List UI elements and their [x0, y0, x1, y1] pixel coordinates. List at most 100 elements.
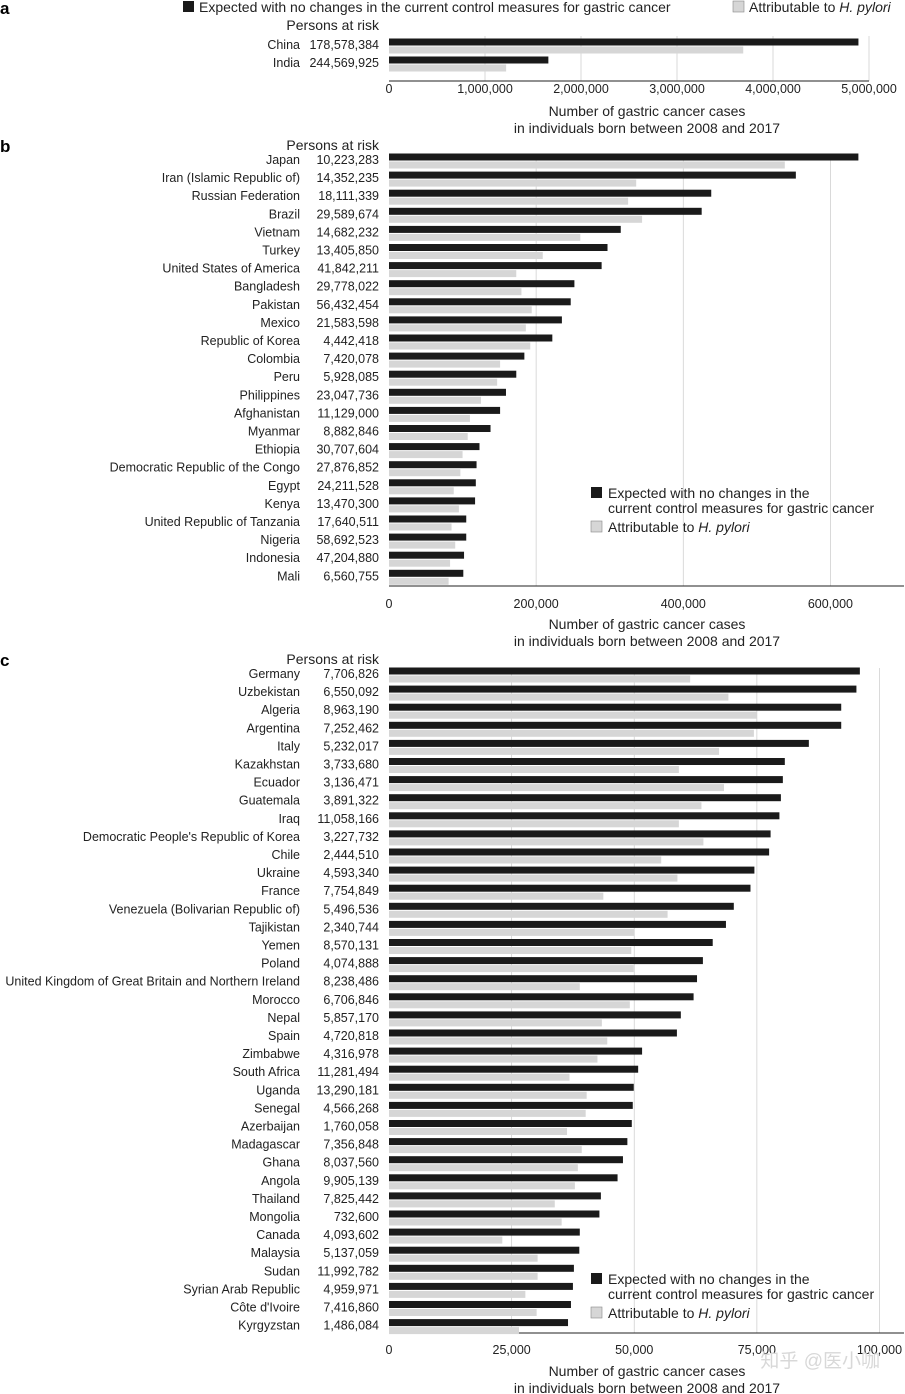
country-label: Mexico	[260, 316, 300, 330]
bar-expected	[389, 153, 859, 161]
persons-at-risk-value: 11,058,166	[317, 812, 379, 826]
bar-row-italy: Italy 5,232,017	[277, 739, 809, 755]
bar-expected	[389, 1083, 634, 1091]
persons-at-risk-value: 7,356,848	[323, 1138, 379, 1152]
bar-expected	[389, 352, 525, 360]
country-label: Ecuador	[253, 776, 300, 790]
bar-row-uzbekistan: Uzbekistan 6,550,092	[238, 685, 857, 701]
bar-row-iraq: Iraq 11,058,166	[278, 812, 780, 828]
country-label: Iran (Islamic Republic of)	[162, 171, 300, 185]
panel-a: a 0 1,000,000 2,000,000 3,000,000 4,000,000 5,…	[0, 0, 897, 136]
x-tick-label: 5,000,000	[841, 82, 897, 96]
bar-expected	[389, 1065, 639, 1073]
bar-expected	[389, 884, 751, 892]
country-label: Poland	[261, 957, 300, 971]
panel-b: b 0 200,000 400,000 600,000 Number of gastric…	[0, 137, 904, 649]
persons-at-risk-value: 17,640,511	[317, 515, 379, 529]
country-label: Thailand	[252, 1192, 300, 1206]
bar-row-iran-islamic-republic-of: Iran (Islamic Republic of) 14,352,235	[162, 171, 796, 187]
country-label: Indonesia	[246, 551, 300, 565]
country-label: Guatemala	[239, 794, 300, 808]
persons-at-risk-value: 4,593,340	[323, 866, 379, 880]
bar-hpylori	[389, 1236, 503, 1244]
bar-expected	[389, 189, 712, 197]
legend-label-hpylori-prefix: Attributable to	[608, 1305, 698, 1321]
bar-row-angola: Angola 9,905,139	[261, 1174, 618, 1190]
bar-hpylori	[389, 1109, 586, 1117]
country-label: Russian Federation	[192, 189, 300, 203]
x-axis-title-line2: in individuals born between 2008 and 201…	[514, 120, 780, 136]
bar-row-mexico: Mexico 21,583,598	[260, 316, 562, 332]
bar-hpylori	[389, 342, 531, 350]
bar-expected	[389, 406, 501, 414]
legend-label-expected: Expected with no changes in the current …	[199, 0, 671, 15]
bar-row-mali: Mali 6,560,755	[277, 569, 464, 585]
bar-hpylori	[389, 541, 456, 549]
country-label: Chile	[272, 848, 301, 862]
persons-at-risk-value: 4,442,418	[323, 334, 379, 348]
country-label: Kenya	[265, 497, 300, 511]
bar-row-nepal: Nepal 5,857,170	[267, 1011, 681, 1027]
country-label: Nepal	[267, 1011, 300, 1025]
persons-at-risk-value: 6,550,092	[323, 685, 379, 699]
bar-row-kenya: Kenya 13,470,300	[265, 497, 476, 513]
bar-expected	[389, 38, 859, 46]
bar-row-poland: Poland 4,074,888	[261, 957, 703, 973]
country-label: Spain	[268, 1029, 300, 1043]
bar-hpylori	[389, 892, 604, 900]
bar-row-japan: Japan 10,223,283	[266, 153, 859, 169]
bar-hpylori	[389, 1218, 562, 1226]
persons-at-risk-value: 4,566,268	[323, 1101, 379, 1115]
persons-at-risk-value: 7,420,078	[323, 352, 379, 366]
x-tick-label: 2,000,000	[553, 82, 609, 96]
bar-expected	[389, 830, 771, 838]
bar-expected	[389, 957, 703, 965]
bar-expected	[389, 479, 476, 487]
bar-hpylori	[389, 675, 691, 683]
bar-row-ghana: Ghana 8,037,560	[262, 1156, 623, 1172]
persons-at-risk-value: 5,928,085	[323, 370, 379, 384]
x-tick-label: 50,000	[615, 1343, 653, 1357]
persons-at-risk-value: 13,405,850	[316, 244, 379, 258]
bar-hpylori	[389, 729, 754, 737]
panel-letter-c: c	[0, 651, 9, 670]
bar-row-brazil: Brazil 29,589,674	[269, 207, 702, 223]
legend-label-hpylori: Attributable to H. pylori	[749, 0, 892, 15]
x-tick-label: 1,000,000	[457, 82, 513, 96]
bar-row-c-te-d-ivoire: Côte d'Ivoire 7,416,860	[230, 1301, 571, 1316]
persons-at-risk-value: 5,496,536	[323, 902, 379, 916]
persons-at-risk-value: 5,232,017	[323, 739, 379, 753]
bar-row-russian-federation: Russian Federation 18,111,339	[192, 189, 712, 205]
country-label: Venezuela (Bolivarian Republic of)	[109, 902, 300, 916]
bar-row-sudan: Sudan 11,992,782	[264, 1264, 574, 1280]
bar-hpylori	[389, 46, 744, 54]
bar-row-united-kingdom-of-great-britain-and-northern-ireland: United Kingdom of Great Britain and Nort…	[5, 975, 698, 991]
persons-at-risk-value: 4,959,971	[323, 1282, 379, 1296]
bar-expected	[389, 866, 755, 874]
persons-at-risk-value: 4,316,978	[323, 1047, 379, 1061]
legend-label-hpylori-prefix: Attributable to	[749, 0, 839, 15]
persons-at-risk-value: 8,238,486	[323, 975, 379, 989]
bar-row-south-africa: South Africa 11,281,494	[233, 1065, 639, 1081]
country-label: Ghana	[262, 1156, 300, 1170]
bar-expected	[389, 207, 702, 215]
persons-at-risk-value: 7,825,442	[323, 1192, 379, 1206]
bar-hpylori	[389, 64, 507, 72]
bar-hpylori	[389, 179, 637, 187]
bar-hpylori	[389, 1182, 575, 1190]
bar-row-argentina: Argentina 7,252,462	[246, 721, 842, 737]
bar-hpylori	[389, 252, 543, 259]
country-label: Colombia	[247, 352, 300, 366]
bar-hpylori	[389, 270, 517, 278]
legend-swatch-hpylori	[732, 0, 745, 13]
persons-at-risk-value: 14,352,235	[316, 171, 379, 185]
bar-expected	[389, 1138, 628, 1146]
bar-expected	[389, 244, 608, 251]
watermark-text: 知乎 @医小咖	[760, 1350, 880, 1372]
country-label: China	[267, 38, 300, 52]
bar-expected	[389, 939, 713, 946]
persons-at-risk-value: 4,093,602	[323, 1228, 379, 1242]
bar-row-colombia: Colombia 7,420,078	[247, 352, 525, 368]
country-label: Senegal	[254, 1101, 300, 1115]
